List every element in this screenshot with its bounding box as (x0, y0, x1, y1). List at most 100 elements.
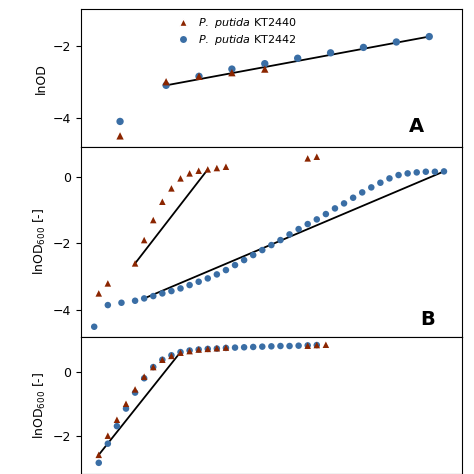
Y-axis label: lnOD$_{600}$ [-]: lnOD$_{600}$ [-] (32, 372, 48, 439)
Point (376, 179, 384, 187)
Point (222, 344, 230, 351)
Point (222, 163, 230, 171)
Point (131, 260, 139, 267)
Point (186, 281, 193, 289)
Point (104, 440, 112, 447)
Point (162, 82, 170, 89)
Point (168, 352, 175, 360)
Point (313, 216, 320, 223)
Point (367, 183, 375, 191)
Point (195, 73, 203, 80)
Point (186, 347, 193, 355)
Point (213, 345, 220, 352)
Point (177, 284, 184, 292)
Point (267, 241, 275, 249)
Point (140, 374, 148, 382)
Text: A: A (409, 117, 424, 136)
Point (304, 155, 311, 162)
Y-axis label: lnOD: lnOD (36, 63, 48, 93)
Point (395, 171, 402, 179)
Point (213, 164, 220, 172)
Text: B: B (420, 310, 435, 329)
Point (277, 236, 284, 244)
Point (249, 343, 257, 351)
Point (386, 174, 393, 182)
Point (104, 432, 112, 439)
Point (295, 342, 302, 349)
Point (195, 167, 202, 174)
Point (286, 342, 293, 350)
Point (104, 280, 112, 287)
Point (295, 225, 302, 233)
Point (195, 73, 203, 80)
Point (168, 184, 175, 192)
Point (358, 189, 366, 196)
Point (413, 169, 420, 176)
Point (228, 69, 236, 76)
Point (140, 295, 148, 302)
Point (322, 341, 329, 348)
Point (204, 274, 211, 282)
Point (158, 290, 166, 297)
Point (95, 451, 102, 459)
Point (313, 153, 320, 161)
Point (149, 363, 157, 371)
Point (340, 200, 348, 207)
Point (149, 363, 157, 371)
Point (222, 344, 230, 352)
Point (177, 349, 184, 356)
Point (249, 251, 257, 259)
Point (116, 118, 124, 125)
Point (440, 168, 448, 175)
Point (277, 342, 284, 350)
Point (286, 231, 293, 238)
Point (258, 343, 266, 350)
Point (118, 299, 125, 307)
Point (331, 205, 339, 212)
Point (131, 297, 139, 304)
Point (360, 44, 367, 51)
Point (349, 194, 357, 201)
Point (204, 345, 211, 353)
Point (322, 210, 329, 218)
Point (186, 170, 193, 177)
Point (240, 256, 248, 264)
Point (122, 400, 130, 408)
Point (392, 38, 400, 46)
Point (213, 271, 220, 278)
Point (149, 292, 157, 300)
Point (304, 220, 311, 228)
Point (158, 356, 166, 364)
Point (104, 301, 112, 309)
Point (91, 323, 98, 330)
Point (95, 459, 102, 466)
Y-axis label: lnOD$_{600}$ [-]: lnOD$_{600}$ [-] (32, 208, 48, 275)
Point (294, 55, 301, 62)
Point (204, 165, 211, 173)
Point (186, 346, 193, 354)
Point (222, 266, 230, 274)
Point (140, 236, 148, 244)
Point (258, 246, 266, 254)
Point (122, 405, 130, 412)
Point (162, 78, 170, 85)
Point (116, 132, 124, 140)
Point (195, 278, 202, 285)
Point (431, 168, 438, 175)
Point (195, 346, 202, 353)
Point (231, 261, 239, 269)
Point (177, 348, 184, 356)
Point (422, 168, 429, 175)
Point (158, 198, 166, 206)
Point (95, 290, 102, 297)
Point (240, 344, 248, 351)
Point (228, 65, 236, 73)
Point (231, 344, 239, 351)
Point (168, 287, 175, 295)
Point (195, 346, 202, 353)
Point (327, 49, 334, 56)
Point (113, 416, 121, 424)
Point (267, 343, 275, 350)
Point (158, 356, 166, 364)
Point (313, 341, 320, 349)
